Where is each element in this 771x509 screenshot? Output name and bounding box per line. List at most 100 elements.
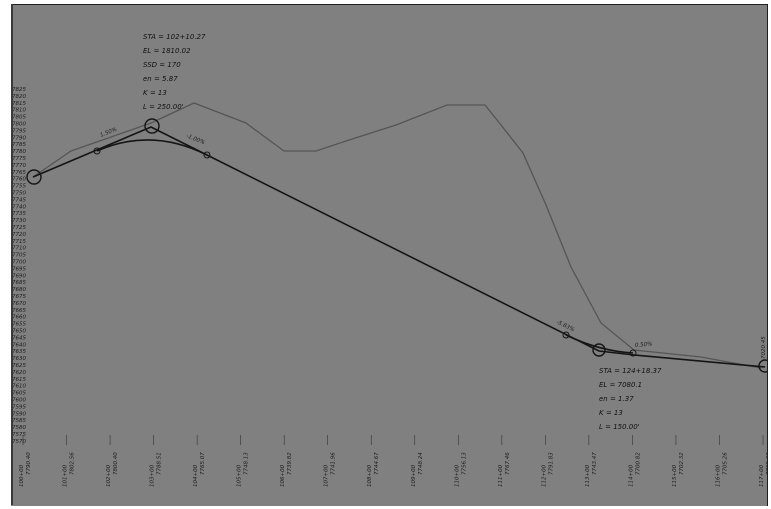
station-elevation-label: 7741.96 xyxy=(331,452,337,475)
station-tick-label: 117+00 xyxy=(759,464,765,487)
elevation-axis-labels: 7825782078157810780578007795779077857780… xyxy=(12,87,26,445)
station-elevation-label: 7800.40 xyxy=(113,452,119,475)
station-tick-label: 106+00 xyxy=(280,464,286,487)
station-tick-label: 110+00 xyxy=(454,464,460,487)
station-tick-label: 108+00 xyxy=(367,464,373,487)
sag-curve-callout: STA = 124+18.37 EL = 7080.1 en = 1.37 K … xyxy=(599,367,662,431)
elevation-tick-label: 7730 xyxy=(12,218,26,224)
sag-k: K = 13 xyxy=(599,409,623,417)
elevation-tick-label: 7660 xyxy=(12,315,26,321)
pvt-crest-point xyxy=(203,151,211,159)
elevation-tick-label: 7645 xyxy=(12,335,26,341)
station-elevation-label: 7700.82 xyxy=(635,452,641,475)
station-tick-label: 109+00 xyxy=(411,464,417,487)
elevation-tick-label: 7805 xyxy=(12,115,26,121)
pvc-sag-point xyxy=(562,331,570,339)
elevation-tick-label: 7630 xyxy=(12,356,26,362)
elevation-tick-label: 7670 xyxy=(12,301,26,307)
station-tick-label: 100+00 xyxy=(19,464,25,487)
crest-length: L = 250.00' xyxy=(143,103,184,111)
crest-curve-callout: STA = 102+10.27 EL = 1810.02 SSD = 170 e… xyxy=(143,33,206,111)
elevation-tick-label: 7615 xyxy=(12,377,26,383)
crest-vertical-curve xyxy=(96,139,208,156)
elevation-tick-label: 7815 xyxy=(12,101,26,107)
pvc-crest-point xyxy=(93,147,101,155)
elevation-tick-label: 7740 xyxy=(12,204,26,210)
station-elevation-label: 7788.51 xyxy=(157,452,163,475)
elevation-tick-label: 7635 xyxy=(12,349,26,355)
sag-grade-change: en = 1.37 xyxy=(599,395,634,403)
elevation-tick-label: 7665 xyxy=(12,308,26,314)
elevation-tick-label: 7820 xyxy=(12,94,26,100)
grade-label-1: 1.50% xyxy=(100,127,118,139)
proposed-grade-line xyxy=(32,126,766,368)
elevation-tick-label: 7625 xyxy=(12,363,26,369)
elevation-tick-label: 7620 xyxy=(12,370,26,376)
grade-label-2: -1.00% xyxy=(185,133,205,146)
elevation-tick-label: 7770 xyxy=(12,163,26,169)
elevation-tick-label: 7725 xyxy=(12,225,26,231)
frame-left-border xyxy=(11,4,13,505)
elevation-tick-label: 7785 xyxy=(12,142,26,148)
station-tick-label: 112+00 xyxy=(541,464,547,487)
station-elevation-label: 7705.26 xyxy=(722,452,728,475)
elevation-tick-label: 7800 xyxy=(12,122,26,128)
station-tick-label: 115+00 xyxy=(672,464,678,487)
crest-k: K = 13 xyxy=(143,89,167,97)
grade-label-4: 0.50% xyxy=(635,341,653,349)
elevation-tick-label: 7590 xyxy=(12,411,26,417)
station-tick-label: 104+00 xyxy=(193,464,199,487)
crest-el: EL = 1810.02 xyxy=(143,47,191,55)
station-elevation-label: 7790.40 xyxy=(26,452,32,475)
station-tick-label: 103+00 xyxy=(150,464,156,487)
elevation-tick-label: 7655 xyxy=(12,322,26,328)
station-tick-label: 113+00 xyxy=(585,464,591,487)
elevation-tick-label: 7810 xyxy=(12,108,26,114)
elevation-tick-label: 7605 xyxy=(12,391,26,397)
profile-plot: 1.50% -1.00% -5.83% 0.50% 7020.45 STA = … xyxy=(12,33,767,487)
pvi-crest-marker xyxy=(144,118,160,134)
station-tick-label: 102+00 xyxy=(106,464,112,487)
elevation-tick-label: 7780 xyxy=(12,149,26,155)
station-elevation-label: 7748.13 xyxy=(244,452,250,475)
elevation-tick-label: 7745 xyxy=(12,197,26,203)
elevation-tick-label: 7700 xyxy=(12,260,26,266)
station-tick-label: 116+00 xyxy=(715,464,721,487)
existing-ground-line xyxy=(32,102,762,369)
pvi-start-marker xyxy=(26,169,42,185)
end-elevation-label: 7020.45 xyxy=(761,336,767,359)
elevation-tick-label: 7735 xyxy=(12,211,26,217)
crest-sta: STA = 102+10.27 xyxy=(143,33,206,41)
elevation-tick-label: 7685 xyxy=(12,280,26,286)
elevation-tick-label: 7750 xyxy=(12,191,26,197)
elevation-tick-label: 7570 xyxy=(12,439,26,445)
station-elevation-label: 7739.82 xyxy=(287,452,293,475)
pvt-sag-point xyxy=(629,349,637,357)
station-elevation-label: 7743.47 xyxy=(592,452,598,475)
elevation-tick-label: 7690 xyxy=(12,273,26,279)
station-elevation-label: 7765.07 xyxy=(200,452,206,475)
elevation-tick-label: 7675 xyxy=(12,294,26,300)
elevation-tick-label: 7580 xyxy=(12,425,26,431)
station-elevation-label: 7767.46 xyxy=(505,452,511,475)
station-elevation-label: 7756.13 xyxy=(461,452,467,475)
crest-grade-change: en = 5.87 xyxy=(143,75,178,83)
station-elevation-label: 7791.83 xyxy=(548,452,554,475)
elevation-tick-label: 7610 xyxy=(12,384,26,390)
elevation-tick-label: 7650 xyxy=(12,329,26,335)
station-tick-label: 111+00 xyxy=(498,464,504,487)
station-elevation-label: 7702.32 xyxy=(679,452,685,475)
elevation-tick-label: 7775 xyxy=(12,156,26,162)
station-elevation-label: 7744.67 xyxy=(374,452,380,475)
crest-ssd: SSD = 170 xyxy=(143,61,181,69)
station-elevation-label: 7802.56 xyxy=(70,452,76,475)
elevation-tick-label: 7640 xyxy=(12,342,26,348)
pvi-sag-marker xyxy=(592,343,606,357)
elevation-tick-label: 7760 xyxy=(12,177,26,183)
elevation-tick-label: 7765 xyxy=(12,170,26,176)
profile-drawing-panel: 1.50% -1.00% -5.83% 0.50% 7020.45 STA = … xyxy=(11,4,768,506)
elevation-tick-label: 7585 xyxy=(12,418,26,424)
elevation-tick-label: 7755 xyxy=(12,184,26,190)
station-tick-label: 114+00 xyxy=(628,464,634,487)
